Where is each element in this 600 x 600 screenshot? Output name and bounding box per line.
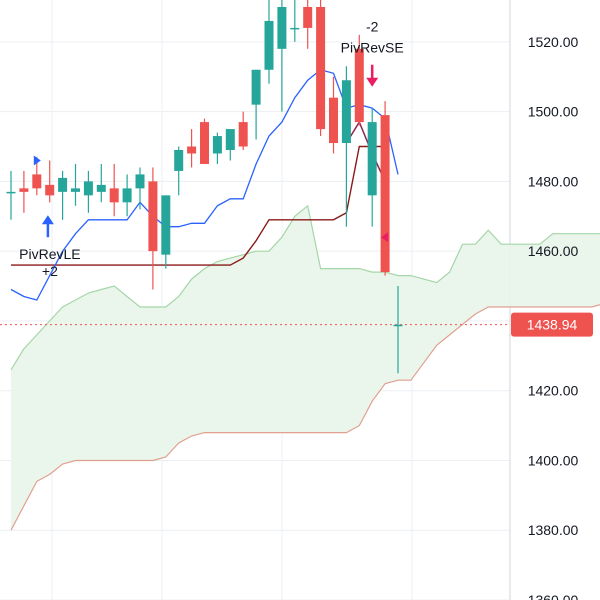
candle-body — [264, 20, 274, 70]
y-tick-label: 1460.00 — [528, 243, 579, 259]
candle — [341, 66, 351, 227]
candle-body — [380, 115, 390, 273]
candle — [122, 174, 132, 217]
candle-body — [251, 69, 261, 105]
candle — [367, 108, 377, 227]
candle-body — [6, 191, 16, 194]
candle-body — [367, 122, 377, 196]
candle — [32, 156, 42, 196]
candle-body — [83, 181, 93, 196]
candle-body — [329, 97, 338, 144]
candle — [393, 286, 403, 374]
signal-qty: -2 — [366, 19, 379, 35]
candle-body — [109, 188, 119, 203]
candle — [148, 167, 158, 290]
candle-body — [174, 150, 184, 171]
candle-body — [19, 188, 29, 192]
y-tick-label: 1400.00 — [528, 452, 579, 468]
y-tick-label: 1380.00 — [528, 522, 579, 538]
candle — [290, 0, 300, 42]
y-tick-label: 1480.00 — [528, 173, 579, 189]
candle — [58, 170, 68, 220]
candle — [6, 170, 16, 220]
candle — [187, 129, 197, 168]
candle-body — [200, 122, 209, 164]
candle — [225, 129, 235, 161]
candle-body — [148, 181, 158, 252]
ichimoku-cloud — [10, 204, 600, 531]
entry-flag-marker — [33, 155, 41, 166]
candle — [380, 101, 390, 276]
candle — [316, 0, 326, 137]
candle — [303, 0, 313, 49]
senkou-span-a-line — [10, 204, 600, 371]
candle — [212, 132, 222, 164]
candle-body — [212, 136, 222, 154]
candle — [329, 76, 338, 154]
y-tick-label: 1500.00 — [528, 104, 579, 120]
candle-body — [45, 184, 55, 196]
candle-body — [238, 122, 248, 147]
candle — [83, 170, 93, 213]
chikou-span-line — [345, 120, 386, 182]
candle-body — [161, 195, 171, 255]
candle — [264, 0, 274, 84]
candle — [161, 195, 171, 269]
candle — [19, 170, 29, 213]
candle-body — [71, 188, 80, 192]
candle-body — [277, 6, 287, 49]
current-price-tag-bg — [511, 312, 593, 337]
candle — [354, 34, 364, 126]
y-tick-label: 1420.00 — [528, 383, 579, 399]
candle — [109, 163, 119, 217]
candle-body — [58, 177, 68, 192]
current-price-label: 1438.94 — [527, 317, 578, 333]
signal-qty: +2 — [42, 263, 58, 279]
long-signal-arrow-head — [41, 215, 54, 225]
y-tick-label: 1520.00 — [528, 34, 579, 50]
candle-body — [341, 80, 351, 144]
strategy-signals: PivRevLE+2 -2 PivRevSE — [19, 19, 404, 279]
candle-body — [122, 188, 132, 203]
candle — [96, 163, 106, 203]
candle-body — [135, 174, 145, 189]
candlestick-series — [6, 0, 403, 374]
indicator-lines — [10, 69, 399, 301]
signal-label: PivRevSE — [341, 40, 404, 56]
candle — [251, 69, 261, 140]
candle-body — [32, 174, 42, 189]
signal-label: PivRevLE — [19, 246, 80, 262]
candle-body — [316, 6, 326, 130]
candle-body — [393, 324, 403, 327]
kijun-sen-line — [11, 145, 386, 266]
candle — [45, 160, 55, 203]
candle-body — [290, 27, 300, 30]
candle — [174, 146, 184, 196]
candle — [238, 111, 248, 150]
candle-body — [187, 146, 197, 154]
tenkan-sen-line — [10, 69, 399, 301]
candle — [200, 118, 209, 164]
senkou-span-b-line — [10, 304, 600, 531]
candle-body — [96, 184, 106, 192]
candle-body — [303, 6, 313, 28]
y-tick-label: 1360.00 — [528, 592, 579, 600]
candle — [135, 167, 145, 210]
current-price-tag: 1438.94 — [511, 312, 593, 337]
candle-body — [354, 48, 364, 123]
candle — [277, 0, 287, 112]
candle — [71, 163, 80, 206]
candle-body — [225, 129, 235, 150]
exit-flag-marker — [381, 232, 389, 243]
short-signal-arrow-head — [366, 77, 379, 87]
kumo-fill — [11, 205, 600, 531]
